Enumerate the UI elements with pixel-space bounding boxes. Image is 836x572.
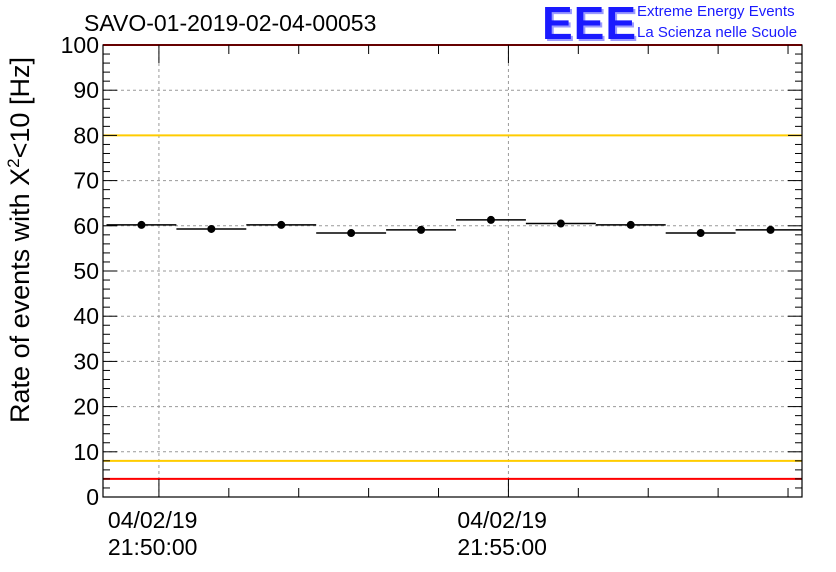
data-point — [766, 225, 775, 234]
data-point — [626, 220, 635, 229]
data-point-group — [106, 220, 177, 229]
y-tick-label: 100 — [61, 32, 99, 58]
eee-logo: EEE — [542, 0, 638, 49]
data-point-group — [455, 215, 526, 224]
data-point-group — [595, 220, 666, 229]
y-tick-label: 20 — [73, 394, 99, 420]
data-point — [347, 229, 356, 238]
y-tick-label: 60 — [73, 213, 99, 239]
x-tick-date: 04/02/19 — [107, 507, 198, 533]
grid-lines — [103, 45, 802, 497]
logo-line-2: La Scienza nelle Scuole — [637, 24, 798, 41]
x-tick-time: 21:50:00 — [107, 534, 198, 560]
x-tick-time: 21:55:00 — [457, 534, 547, 560]
data-point — [207, 224, 216, 233]
y-tick-label: 50 — [73, 258, 99, 284]
data-point — [556, 219, 565, 228]
reference-lines — [103, 44, 802, 480]
data-point — [277, 220, 286, 229]
x-tick-label: 04/02/19 21:55:00 — [457, 507, 547, 561]
y-axis-label-tail: <10 [Hz] — [5, 57, 35, 159]
y-tick-label: 10 — [73, 439, 99, 465]
x-tick-label: 04/02/19 21:50:00 — [108, 507, 198, 561]
data-point — [137, 220, 146, 229]
y-tick-label: 30 — [73, 348, 99, 374]
data-point-group — [735, 225, 802, 234]
y-tick-label: 70 — [73, 168, 99, 194]
data-point — [696, 229, 705, 238]
data-point-group — [176, 224, 247, 233]
chart-title: SAVO-01-2019-02-04-00053 — [84, 10, 377, 36]
y-tick-labels: 0 10 20 30 40 50 60 70 80 90 100 — [61, 32, 99, 510]
data-point-group — [246, 220, 317, 229]
data-point-group — [665, 229, 736, 238]
y-tick-label: 90 — [73, 77, 99, 103]
data-point-group — [525, 219, 596, 228]
data-point-group — [316, 229, 387, 238]
axis-ticks — [103, 44, 802, 498]
data-point — [417, 225, 426, 234]
y-axis-label-main: Rate of events with X — [5, 167, 35, 423]
y-axis-label-sup: 2 — [4, 158, 23, 168]
logo-line-1: Extreme Energy Events — [637, 3, 795, 20]
y-tick-label: 0 — [86, 484, 99, 510]
y-tick-label: 40 — [73, 303, 99, 329]
y-tick-label: 80 — [73, 122, 99, 148]
data-series — [106, 215, 802, 238]
data-point — [486, 215, 495, 224]
data-point-group — [386, 225, 456, 234]
x-tick-date: 04/02/19 — [457, 507, 547, 533]
